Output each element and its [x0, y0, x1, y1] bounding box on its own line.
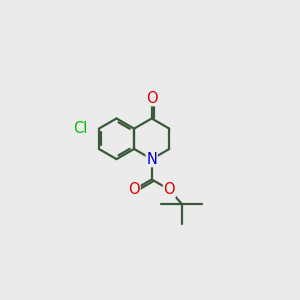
Text: O: O	[128, 182, 140, 197]
Text: O: O	[146, 91, 158, 106]
Text: O: O	[164, 182, 175, 197]
Text: Cl: Cl	[74, 121, 88, 136]
Text: N: N	[146, 152, 157, 166]
